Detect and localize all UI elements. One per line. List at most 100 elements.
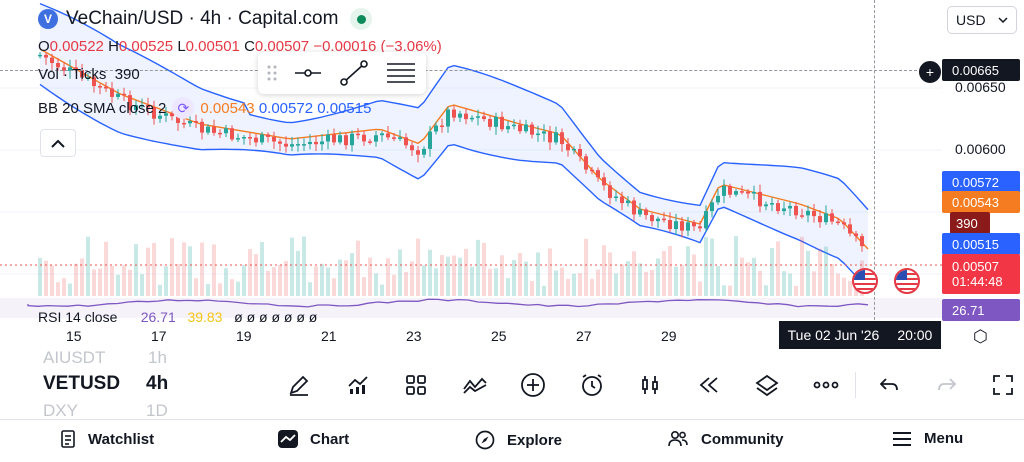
- volume-legend[interactable]: Vol · Ticks 390: [38, 66, 140, 83]
- volume-bar: [92, 269, 96, 296]
- volume-bar: [824, 246, 828, 296]
- volume-bar: [554, 270, 558, 296]
- compare-icon[interactable]: [456, 368, 494, 402]
- volume-bar: [116, 274, 120, 296]
- collapse-legend-button[interactable]: [40, 129, 76, 157]
- candles-icon[interactable]: [631, 368, 669, 402]
- volume-bar: [644, 271, 648, 296]
- pencil-icon[interactable]: [280, 368, 318, 402]
- volume-bar: [212, 244, 216, 296]
- chart-area[interactable]: V VeChain/USD · 4h · Capital.com O0.0052…: [0, 0, 1024, 325]
- nav-watchlist[interactable]: Watchlist: [60, 430, 154, 448]
- candle-body: [284, 143, 288, 147]
- nav-community[interactable]: Community: [667, 430, 784, 448]
- candle-body: [464, 113, 468, 120]
- nav-explore[interactable]: Explore: [475, 430, 562, 450]
- candle-body: [734, 191, 738, 195]
- drawing-floating-toolbar: [258, 52, 426, 94]
- ohlc-legend: O0.00522 H0.00525 L0.00501 C0.00507 −0.0…: [38, 38, 442, 55]
- volume-bar: [74, 263, 78, 296]
- volume-bar: [728, 285, 732, 296]
- alert-clock-icon[interactable]: [573, 368, 611, 402]
- more-icon[interactable]: [807, 368, 845, 402]
- volume-bar: [614, 273, 618, 296]
- candle-body: [434, 125, 438, 132]
- candle-body: [704, 211, 708, 229]
- volume-bar: [596, 269, 600, 296]
- candle-body: [410, 145, 414, 151]
- us-event-flag-icon[interactable]: [852, 268, 878, 294]
- volume-bar: [752, 257, 756, 296]
- volume-bar: [260, 241, 264, 296]
- volume-bar: [386, 258, 390, 296]
- fullscreen-icon[interactable]: [986, 368, 1020, 402]
- chart-header: V VeChain/USD · 4h · Capital.com: [38, 8, 373, 30]
- symbol-next[interactable]: DXY: [43, 401, 78, 420]
- timeframe-current[interactable]: 4h: [146, 373, 169, 394]
- add-icon[interactable]: [514, 368, 552, 402]
- nav-chart[interactable]: Chart: [278, 430, 349, 448]
- candle-body: [860, 236, 864, 247]
- volume-bar: [536, 252, 540, 296]
- volume-bar: [686, 246, 690, 296]
- volume-bar: [674, 266, 678, 296]
- volume-bar: [350, 253, 354, 296]
- candle-body: [80, 69, 84, 78]
- add-alert-icon[interactable]: +: [918, 60, 942, 84]
- layout-grid-icon[interactable]: [397, 368, 435, 402]
- crosshair-horizontal: [0, 70, 942, 71]
- layers-icon[interactable]: [748, 368, 786, 402]
- horizontal-line-icon[interactable]: [294, 65, 322, 81]
- bollinger-legend[interactable]: BB 20 SMA close 2 ⟳ 0.00543 0.00572 0.00…: [38, 97, 371, 119]
- volume-bar: [416, 238, 420, 296]
- candle-body: [158, 115, 162, 119]
- candle-body: [152, 107, 156, 119]
- undo-icon[interactable]: [872, 368, 906, 402]
- candle-body: [668, 220, 672, 230]
- drag-handle-icon[interactable]: [267, 65, 277, 81]
- nav-menu[interactable]: Menu: [892, 430, 963, 447]
- price-chart[interactable]: [0, 0, 942, 322]
- volume-bar: [368, 257, 372, 296]
- volume-bar: [164, 266, 168, 296]
- candle-body: [674, 221, 678, 230]
- candle-body: [140, 104, 144, 107]
- fib-retracement-icon[interactable]: [385, 60, 417, 86]
- replay-icon[interactable]: [690, 368, 728, 402]
- candle-body: [182, 122, 186, 125]
- symbol-title[interactable]: VeChain/USD · 4h · Capital.com: [66, 8, 339, 29]
- volume-bar: [548, 248, 552, 296]
- volume-bar: [122, 265, 126, 296]
- symbol-prev[interactable]: AIUSDT: [43, 348, 106, 367]
- rsi-value-label: 26.71: [942, 299, 1020, 321]
- volume-bar: [698, 281, 702, 296]
- trend-line-icon[interactable]: [339, 60, 368, 86]
- volume-bar: [272, 267, 276, 296]
- loading-icon: ⟳: [172, 97, 195, 119]
- x-axis-label: 17: [151, 328, 167, 344]
- candle-body: [662, 218, 666, 221]
- candle-body: [302, 144, 306, 146]
- volume-label: 390: [950, 212, 990, 234]
- timeframe-next[interactable]: 1D: [146, 401, 168, 420]
- volume-bar: [380, 284, 384, 296]
- rsi-legend[interactable]: RSI 14 close 26.71 39.83 ø ø ø ø ø ø ø: [38, 309, 318, 325]
- symbol-current[interactable]: VETUSD: [43, 373, 121, 394]
- redo-icon[interactable]: [930, 368, 964, 402]
- candle-body: [698, 226, 702, 229]
- crosshair-price-label: 0.00665: [942, 59, 1020, 81]
- volume-bar: [710, 238, 714, 296]
- indicators-icon[interactable]: [339, 368, 377, 402]
- us-event-flag-icon[interactable]: [894, 268, 920, 294]
- timeframe-prev[interactable]: 1h: [148, 348, 167, 367]
- market-open-icon: [350, 8, 373, 30]
- settings-icon[interactable]: ⬡: [973, 327, 988, 346]
- currency-select[interactable]: USD: [947, 6, 1017, 34]
- volume-bar: [620, 264, 624, 296]
- volume-bar: [218, 283, 222, 296]
- volume-bar: [530, 281, 534, 296]
- volume-bar: [584, 238, 588, 296]
- candle-body: [632, 200, 636, 215]
- candle-body: [494, 116, 498, 127]
- volume-bar: [230, 279, 234, 296]
